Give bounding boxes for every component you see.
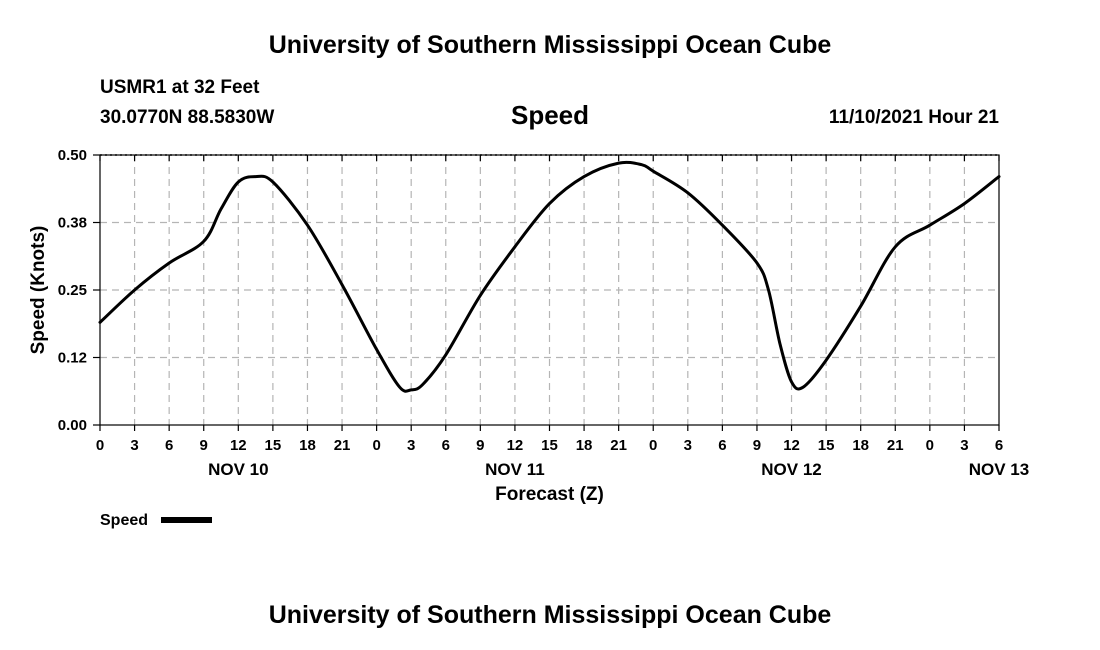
chart-title: Speed [510,100,590,130]
x-tick-label: 15 [541,437,558,454]
day-label: NOV 13 [969,460,1029,479]
legend: Speed [100,512,212,529]
x-tick-label: 0 [96,437,104,454]
y-tick-label: 0.12 [58,350,87,367]
x-tick-label: 0 [649,437,657,454]
y-tick-label: 0.50 [58,147,87,164]
station-label: USMR1 at 32 Feet [100,77,260,98]
x-tick-label: 18 [299,437,316,454]
x-tick-label: 9 [753,437,761,454]
x-tick-label: 6 [165,437,173,454]
x-tick-label: 15 [265,437,282,454]
x-tick-label: 6 [442,437,450,454]
grid [100,155,999,425]
x-tick-label: 21 [334,437,351,454]
y-axis-label: Speed (Knots) [28,226,49,355]
x-tick-label: 18 [852,437,869,454]
x-tick-label: 12 [230,437,247,454]
y-tick-label: 0.00 [58,417,87,434]
x-tick-label: 3 [130,437,138,454]
coordinates-label: 30.0770N 88.5830W [100,107,275,128]
x-tick-label: 21 [610,437,627,454]
legend-label: Speed [100,512,148,529]
y-tick-label: 0.25 [58,282,87,299]
page-title: University of Southern Mississippi Ocean… [268,31,832,59]
y-tick-label: 0.38 [58,215,87,232]
legend-swatch [161,517,212,523]
x-axis-label: Forecast (Z) [495,484,604,505]
x-tick-label: 12 [783,437,800,454]
x-tick-label: 6 [995,437,1003,454]
x-tick-label: 3 [684,437,692,454]
x-tick-label: 0 [372,437,380,454]
day-label: NOV 12 [761,460,821,479]
x-tick-label: 9 [476,437,484,454]
x-tick-label: 18 [576,437,593,454]
day-label: NOV 10 [208,460,268,479]
axes: 0 3 6 9 12 15 18 21 0 3 6 9 12 15 18 21 0 3 6 9 12 15 18 21 0 3 6 N… [58,147,1029,479]
footer-title: University of Southern Mississippi Ocean… [268,601,832,629]
x-tick-label: 15 [818,437,835,454]
x-tick-label: 3 [960,437,968,454]
day-label: NOV 11 [485,460,545,479]
x-tick-label: 12 [507,437,524,454]
speed-series-line [98,160,1001,393]
x-tick-label: 3 [407,437,415,454]
forecast-datetime: 11/10/2021 Hour 21 [828,107,999,128]
x-tick-label: 9 [200,437,208,454]
x-tick-label: 0 [926,437,934,454]
x-tick-label: 6 [718,437,726,454]
x-tick-label: 21 [887,437,904,454]
